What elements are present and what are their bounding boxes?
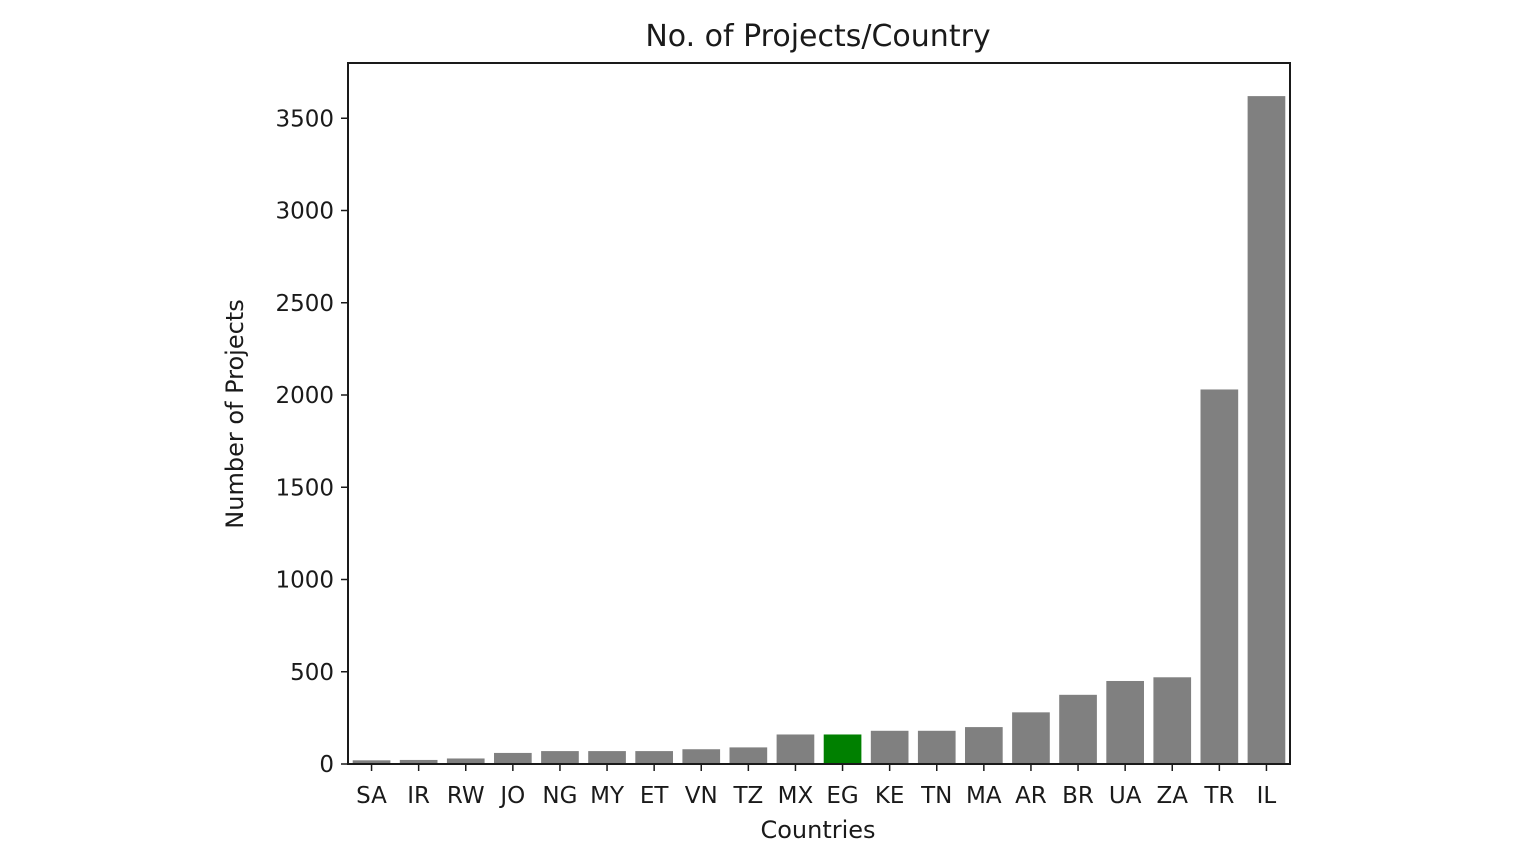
x-tick-label: TN xyxy=(920,783,952,809)
x-tick-label: EG xyxy=(826,783,858,809)
x-tick-label: UA xyxy=(1109,783,1142,809)
x-tick-label: BR xyxy=(1062,783,1094,809)
y-tick-label: 2500 xyxy=(275,291,334,317)
x-tick-label: TZ xyxy=(732,783,763,809)
bar-vn xyxy=(682,749,721,764)
y-tick-label: 3500 xyxy=(275,106,334,132)
bar-ke xyxy=(870,730,909,764)
bar-jo xyxy=(494,752,532,764)
bar-tz xyxy=(729,747,768,764)
x-tick-label: TR xyxy=(1203,783,1234,809)
bar-tn xyxy=(917,730,956,764)
x-tick-label: ZA xyxy=(1157,783,1189,809)
x-tick-label: NG xyxy=(542,783,577,809)
bar-ir xyxy=(399,759,438,764)
bar-il xyxy=(1247,96,1286,765)
x-tick-label: KE xyxy=(875,783,905,809)
x-tick-label: MX xyxy=(778,783,814,809)
y-axis-ticks: 0 500 1000 1500 2000 2500 3000 3500 xyxy=(275,106,348,778)
bar-rw xyxy=(446,758,485,764)
bar-mx xyxy=(776,734,815,764)
y-tick-label: 0 xyxy=(319,752,334,778)
y-tick-label: 500 xyxy=(290,660,334,686)
x-axis-label: Countries xyxy=(760,816,875,844)
x-tick-label: SA xyxy=(356,783,387,809)
bar-et xyxy=(635,751,673,764)
x-tick-label: IR xyxy=(407,783,430,809)
y-tick-label: 2000 xyxy=(275,383,334,409)
x-tick-label: MY xyxy=(590,783,625,809)
bar-ng xyxy=(541,751,579,764)
y-tick-label: 1000 xyxy=(275,568,334,594)
bar-br xyxy=(1059,694,1097,764)
x-tick-label: IL xyxy=(1257,783,1277,809)
y-axis-label: Number of Projects xyxy=(221,299,249,528)
bar-my xyxy=(588,751,626,764)
bar-ua xyxy=(1106,680,1144,764)
bar-tr xyxy=(1200,389,1239,764)
x-axis-ticks: SA IR RW JO NG MY ET VN TZ MX EG KE TN MA AR BR UA ZA TR IL xyxy=(356,764,1276,809)
x-tick-label: MA xyxy=(966,783,1002,809)
y-tick-label: 1500 xyxy=(275,475,334,501)
bar-za xyxy=(1153,677,1192,764)
bars-group xyxy=(352,96,1286,765)
bar-eg xyxy=(823,734,862,764)
x-tick-label: RW xyxy=(447,783,485,809)
x-tick-label: JO xyxy=(498,783,525,809)
bar-ar xyxy=(1012,712,1050,764)
plot-frame xyxy=(347,62,1291,765)
bar-sa xyxy=(352,760,391,764)
chart-title: No. of Projects/Country xyxy=(645,19,990,54)
x-tick-label: ET xyxy=(640,783,670,809)
x-tick-label: AR xyxy=(1015,783,1047,809)
bar-ma xyxy=(965,727,1003,764)
x-tick-label: VN xyxy=(685,783,718,809)
y-tick-label: 3000 xyxy=(275,199,334,225)
